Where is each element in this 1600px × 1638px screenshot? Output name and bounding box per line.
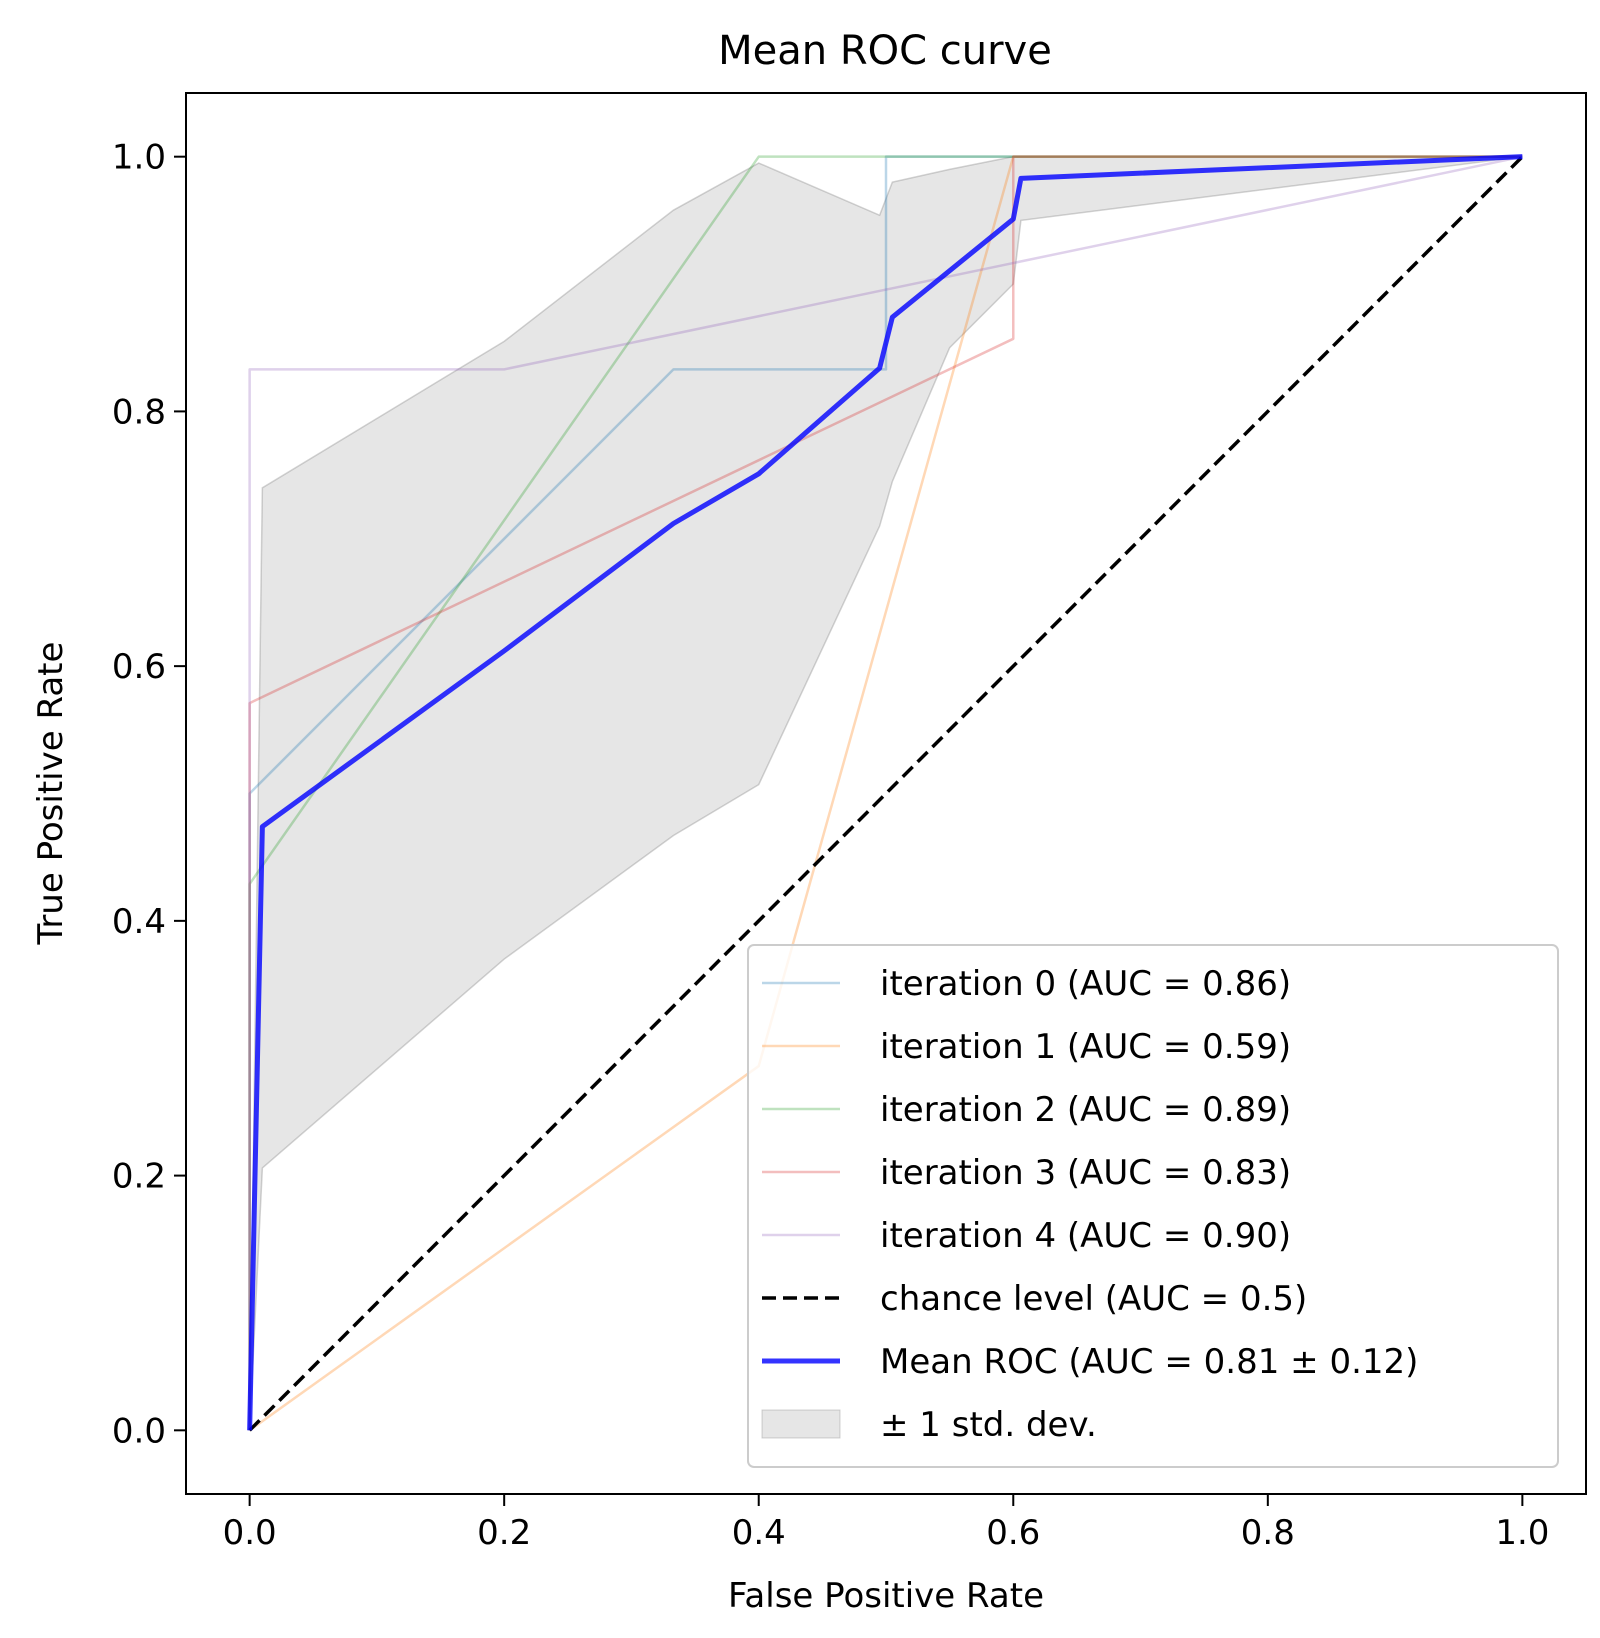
x-tick-label: 0.2 [477, 1513, 531, 1553]
legend-label: iteration 0 (AUC = 0.86) [880, 964, 1291, 1004]
y-tick-label: 0.0 [112, 1411, 166, 1451]
series-layer [247, 154, 1524, 1432]
x-tick-label: 0.0 [223, 1513, 277, 1553]
series-line-iteration-2-auc-0-89 [248, 155, 1523, 1431]
legend: iteration 0 (AUC = 0.86) iteration 1 (AUC… [747, 944, 1559, 1468]
legend-label: iteration 2 (AUC = 0.89) [880, 1090, 1291, 1130]
legend-label: iteration 1 (AUC = 0.59) [880, 1027, 1291, 1067]
y-tick-label: 1.0 [112, 138, 166, 178]
series-line-chance-level-auc-0-5 [248, 155, 1524, 1432]
x-tick-label: 0.6 [986, 1513, 1040, 1553]
series-line-mean-roc-auc-0-81-0-12 [247, 154, 1523, 1431]
series-line-iteration-4-auc-0-90 [248, 155, 1523, 1431]
y-tick-label: 0.8 [112, 392, 166, 432]
y-tick-label: 0.6 [112, 647, 166, 687]
plot-frame [185, 92, 1587, 1495]
x-tick-label: 0.4 [732, 1513, 786, 1553]
chart-title: Mean ROC curve [718, 28, 1052, 74]
legend-box [747, 944, 1559, 1468]
legend-swatch-std-band [761, 1409, 841, 1439]
legend-label: iteration 3 (AUC = 0.83) [880, 1153, 1291, 1193]
legend-label: iteration 4 (AUC = 0.90) [880, 1216, 1291, 1256]
series-line-iteration-1-auc-0-59 [248, 155, 1523, 1432]
series-line-iteration-3-auc-0-83 [248, 155, 1523, 1431]
y-tick-label: 0.4 [112, 902, 166, 942]
x-axis-label: False Positive Rate [728, 1576, 1044, 1616]
legend-label: Mean ROC (AUC = 0.81 ± 0.12) [880, 1342, 1418, 1382]
ticks-layer: 0.0 0.2 0.4 0.6 0.8 1.0 0.0 0.2 0.4 0.6 0.8 1.0 [112, 138, 1549, 1553]
x-tick-label: 1.0 [1495, 1513, 1549, 1553]
y-axis-label: True Positive Rate [31, 642, 71, 946]
legend-label: chance level (AUC = 0.5) [880, 1279, 1307, 1319]
legend-label: ± 1 std. dev. [880, 1405, 1097, 1445]
y-tick-label: 0.2 [112, 1157, 166, 1197]
series-line-iteration-0-auc-0-86 [248, 155, 1523, 1431]
x-tick-label: 0.8 [1241, 1513, 1295, 1553]
